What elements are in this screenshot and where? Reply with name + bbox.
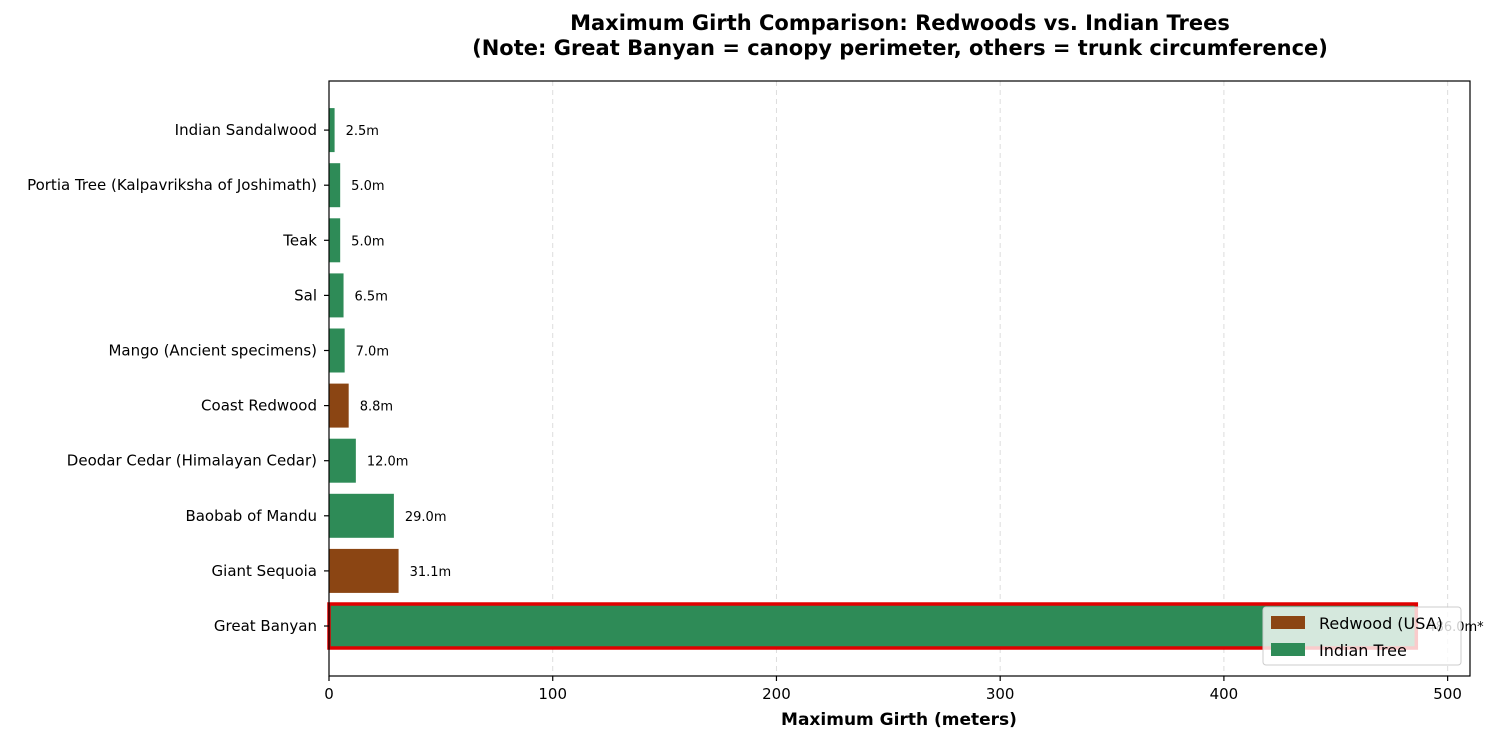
legend: Redwood (USA) Indian Tree [1262, 606, 1462, 666]
bar-coast-redwood [329, 383, 349, 428]
category-label-mango-ancient-specimens: Mango (Ancient specimens) [108, 342, 317, 360]
bar-sal [329, 273, 344, 318]
legend-box [1262, 606, 1462, 666]
bar-baobab-of-mandu [329, 493, 394, 538]
category-label-coast-redwood: Coast Redwood [201, 397, 317, 415]
bar-portia-tree-kalpavriksha-of-joshimath [329, 163, 341, 208]
value-label-deodar-cedar-himalayan-cedar: 12.0m [367, 455, 409, 470]
bar-mango-ancient-specimens [329, 328, 345, 373]
value-label-indian-sandalwood: 2.5m [346, 124, 379, 139]
bar-indian-sandalwood [329, 108, 335, 153]
y-axis: Great Banyan Giant Sequoia Baobab of Mandu… [27, 121, 329, 635]
x-axis-title: Maximum Girth (meters) [781, 710, 1017, 730]
chart-title: Maximum Girth Comparison: Redwoods vs. I… [570, 11, 1230, 35]
x-tick-label-300: 300 [986, 685, 1015, 703]
bar-teak [329, 218, 341, 263]
legend-label-indian-tree: Indian Tree [1319, 641, 1407, 660]
bar-giant-sequoia [329, 548, 399, 593]
category-label-deodar-cedar-himalayan-cedar: Deodar Cedar (Himalayan Cedar) [67, 452, 317, 470]
category-label-great-banyan: Great Banyan [214, 617, 317, 635]
chart-subtitle: (Note: Great Banyan = canopy perimeter, … [472, 36, 1328, 60]
bar-great-banyan [327, 602, 1419, 650]
value-label-giant-sequoia: 31.1m [410, 565, 452, 580]
bar-deodar-cedar-himalayan-cedar [329, 438, 356, 483]
value-label-coast-redwood: 8.8m [360, 400, 393, 415]
category-label-sal: Sal [294, 286, 317, 304]
legend-swatch-redwood-usa [1271, 616, 1305, 629]
category-label-teak: Teak [282, 231, 317, 249]
value-label-portia-tree-kalpavriksha-of-joshimath: 5.0m [351, 179, 384, 194]
plot-frame [328, 80, 1471, 677]
value-labels: 486.0m*31.1m29.0m12.0m8.8m7.0m6.5m5.0m5.… [346, 124, 1485, 635]
category-label-baobab-of-mandu: Baobab of Mandu [185, 507, 317, 525]
category-label-giant-sequoia: Giant Sequoia [212, 562, 317, 580]
bars [327, 108, 1419, 650]
x-tick-label-0: 0 [324, 685, 334, 703]
x-tick-label-100: 100 [538, 685, 567, 703]
category-label-indian-sandalwood: Indian Sandalwood [175, 121, 317, 139]
legend-swatch-indian-tree [1271, 643, 1305, 656]
grid-lines [552, 81, 1449, 676]
value-label-sal: 6.5m [355, 289, 388, 304]
category-label-portia-tree-kalpavriksha-of-joshimath: Portia Tree (Kalpavriksha of Joshimath) [27, 176, 317, 194]
value-label-mango-ancient-specimens: 7.0m [356, 345, 389, 360]
x-tick-label-400: 400 [1210, 685, 1239, 703]
value-label-teak: 5.0m [351, 234, 384, 249]
x-tick-label-500: 500 [1433, 685, 1462, 703]
legend-label-redwood-usa: Redwood (USA) [1319, 614, 1443, 633]
x-axis: 0 100 200 300 400 500 [324, 676, 1462, 703]
x-tick-label-200: 200 [762, 685, 791, 703]
value-label-baobab-of-mandu: 29.0m [405, 510, 447, 525]
